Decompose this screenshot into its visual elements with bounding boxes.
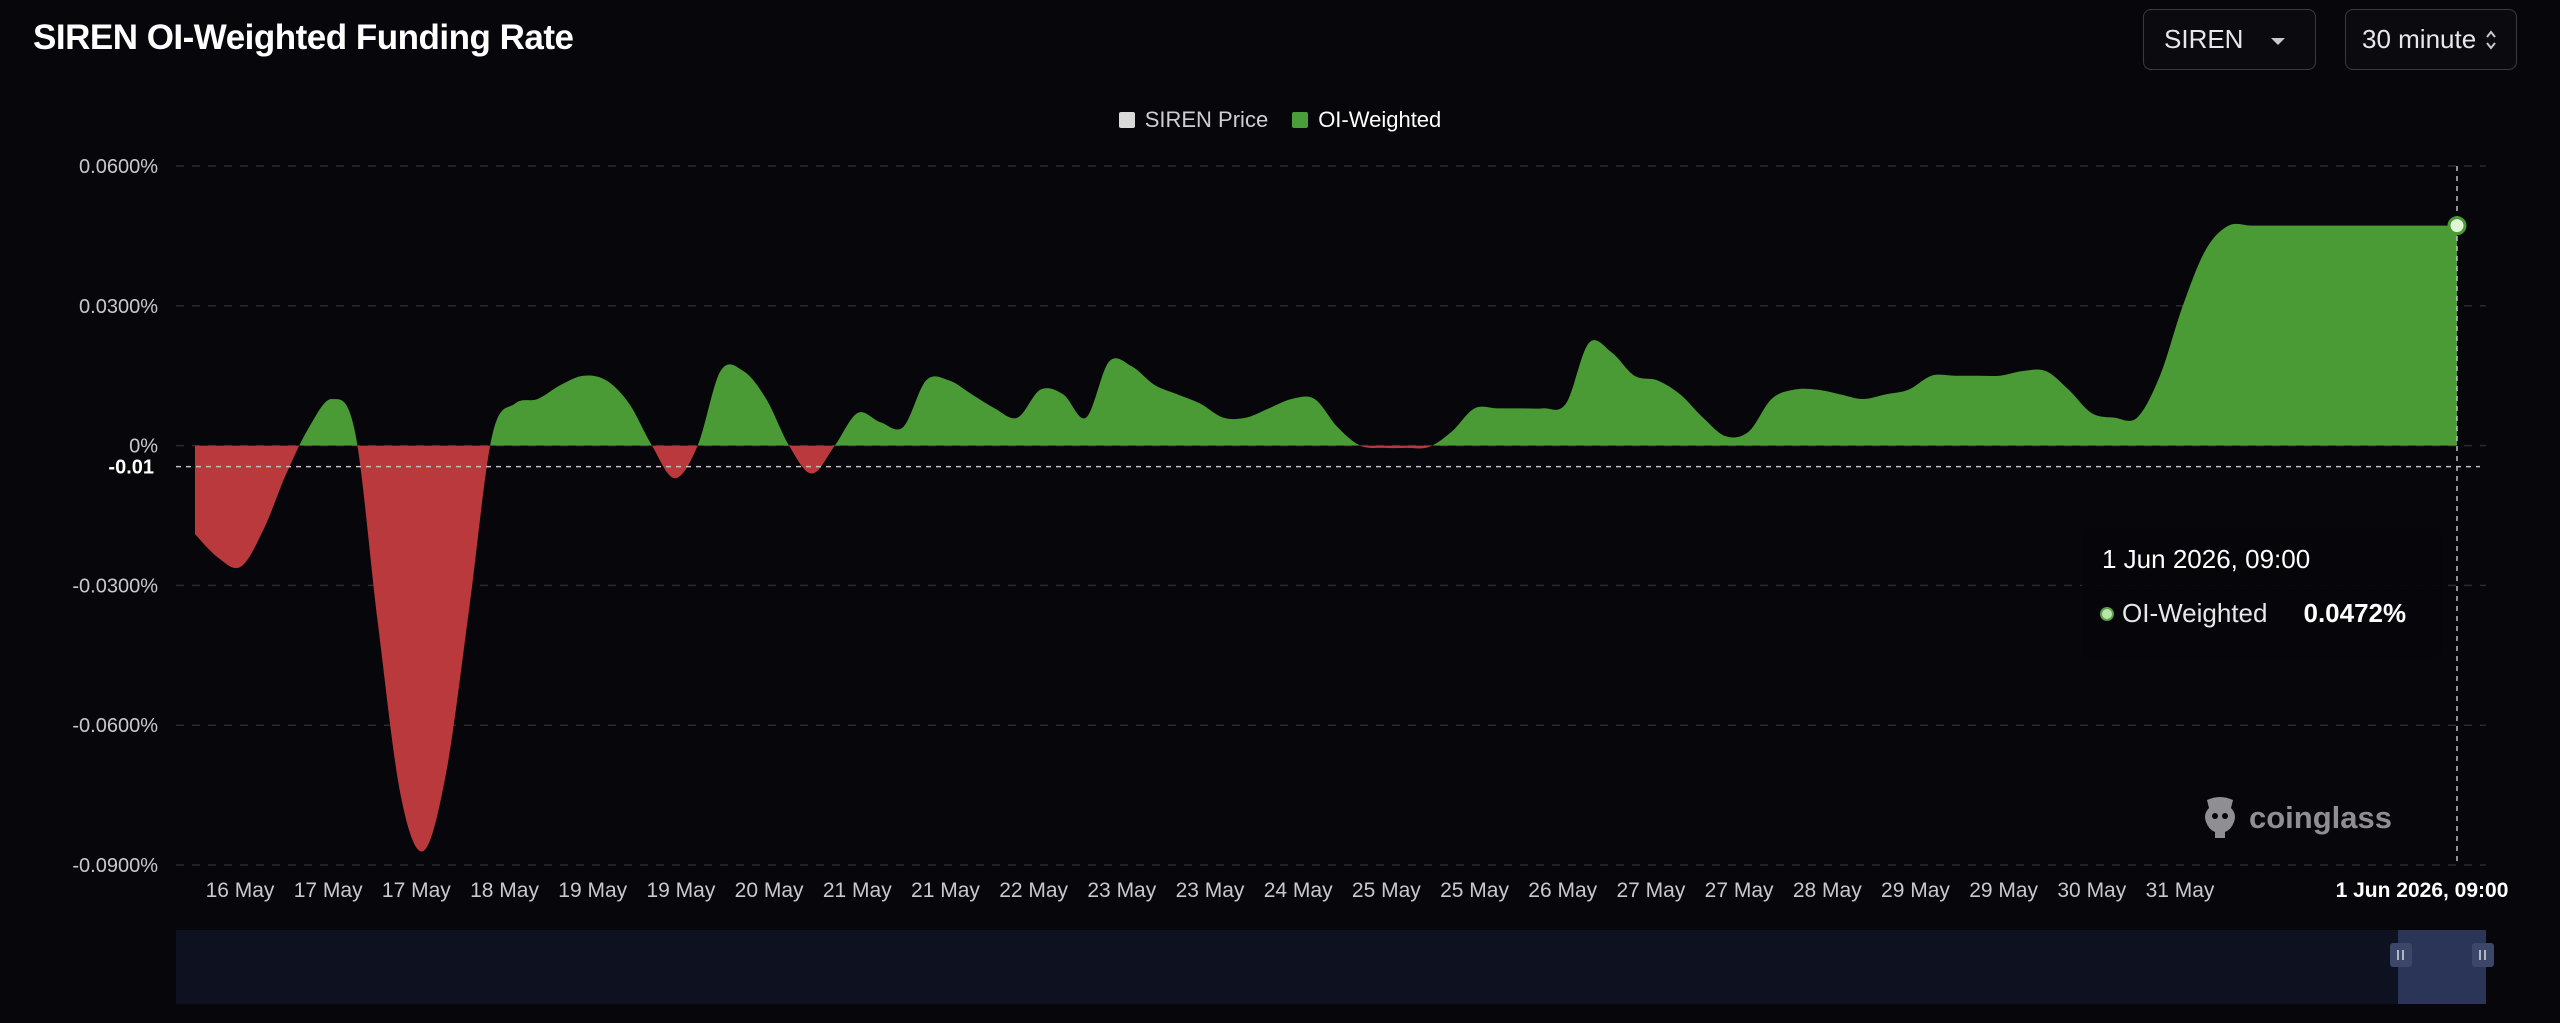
x-tick-label: 23 May <box>1087 879 1156 902</box>
x-tick-label: 20 May <box>735 879 804 902</box>
tooltip-series-dot <box>2100 606 2114 621</box>
y-tick-label: -0.0900% <box>72 855 158 877</box>
x-tick-label: 31 May <box>2146 879 2215 902</box>
x-tick-label: 24 May <box>1264 879 1333 902</box>
chart-tooltip: 1 Jun 2026, 09:00 OI-Weighted 0.0472% <box>2082 528 2442 658</box>
legend-swatch-price <box>1118 112 1135 128</box>
x-tick-label: 29 May <box>1881 879 1950 902</box>
range-slider-right-handle[interactable] <box>2472 943 2494 967</box>
x-tick-label: 18 May <box>470 879 539 902</box>
tooltip-row: OI-Weighted 0.0472% <box>2100 598 2406 629</box>
y-tick-label: 0% <box>129 436 158 458</box>
coinglass-watermark: coinglass <box>2201 796 2392 840</box>
x-tick-label: 30 May <box>2057 879 2126 902</box>
tooltip-series-name: OI-Weighted <box>2122 598 2268 628</box>
y-tick-label: 0.0600% <box>79 156 158 178</box>
crosshair-x-label: 1 Jun 2026, 09:00 <box>2336 879 2509 902</box>
x-tick-label: 17 May <box>294 879 363 902</box>
x-tick-label: 19 May <box>558 879 627 902</box>
legend-label-price: SIREN Price <box>1144 107 1269 132</box>
coinglass-logo-icon <box>2205 797 2235 838</box>
tooltip-title: 1 Jun 2026, 09:00 <box>2102 544 2311 574</box>
legend-label-oi: OI-Weighted <box>1318 107 1442 132</box>
x-tick-label: 19 May <box>646 879 715 902</box>
crosshair-y-label: -0.01 <box>108 457 154 479</box>
chevron-down-icon <box>2271 38 2285 45</box>
negative-funding-area <box>195 445 1433 852</box>
chart-legend: SIREN Price OI-Weighted <box>0 107 2560 133</box>
hover-point-marker <box>2447 216 2467 236</box>
range-slider-left-handle[interactable] <box>2390 943 2412 967</box>
coin-select-value: SIREN <box>2164 24 2244 54</box>
interval-select-value: 30 minute <box>2362 24 2477 54</box>
range-slider[interactable] <box>176 930 2486 1004</box>
x-tick-label: 21 May <box>911 879 980 902</box>
x-tick-label: 25 May <box>1352 879 1421 902</box>
legend-item-siren-price[interactable]: SIREN Price <box>1118 107 1269 133</box>
x-tick-label: 17 May <box>382 879 451 902</box>
positive-funding-area <box>195 223 2457 446</box>
brand-name: coinglass <box>2249 800 2392 835</box>
x-tick-label: 23 May <box>1176 879 1245 902</box>
sort-updown-icon <box>2486 30 2496 50</box>
x-tick-label: 16 May <box>206 879 275 902</box>
range-slider-selection[interactable] <box>2398 930 2486 1004</box>
x-tick-label: 27 May <box>1616 879 1685 902</box>
x-tick-label: 29 May <box>1969 879 2038 902</box>
coin-select[interactable]: SIREN <box>2143 9 2316 70</box>
x-tick-label: 27 May <box>1705 879 1774 902</box>
y-tick-label: -0.0300% <box>72 575 158 597</box>
x-tick-label: 22 May <box>999 879 1068 902</box>
interval-select[interactable]: 30 minute <box>2345 9 2517 70</box>
x-tick-label: 28 May <box>1793 879 1862 902</box>
tooltip-value: 0.0472% <box>2303 598 2407 628</box>
x-tick-label: 21 May <box>823 879 892 902</box>
x-tick-label: 25 May <box>1440 879 1509 902</box>
page-title: SIREN OI-Weighted Funding Rate <box>33 18 574 57</box>
y-tick-label: 0.0300% <box>79 296 158 318</box>
x-tick-label: 26 May <box>1528 879 1597 902</box>
crosshair-x-label-bg <box>2330 871 2530 907</box>
legend-item-oi-weighted[interactable]: OI-Weighted <box>1292 107 1441 133</box>
y-tick-label: -0.0600% <box>72 715 158 737</box>
legend-swatch-oi <box>1292 112 1309 128</box>
